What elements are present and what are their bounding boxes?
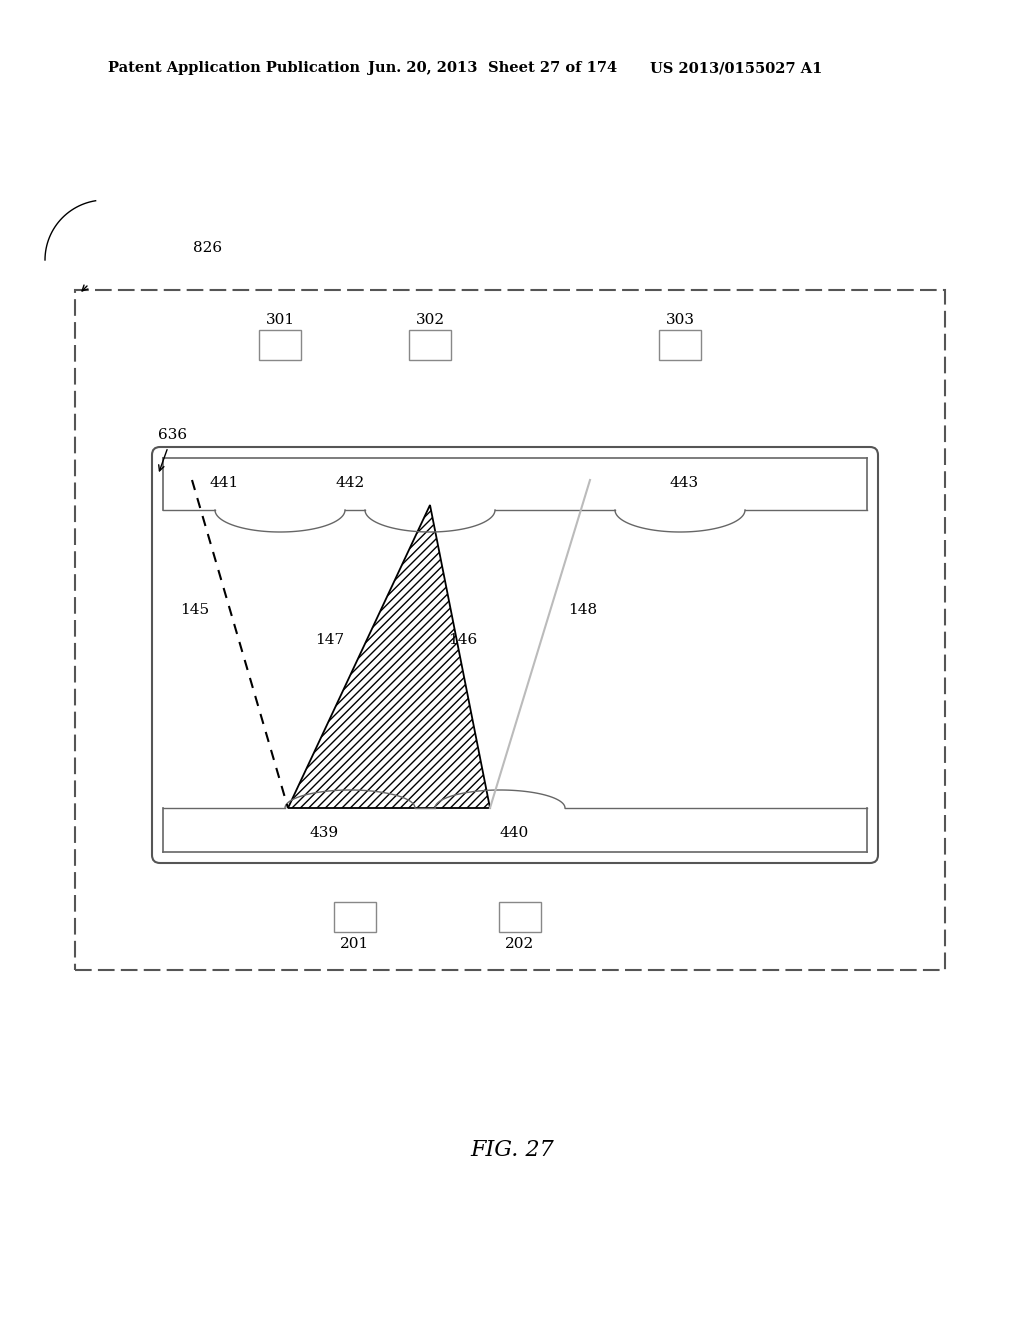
Bar: [499, 902, 541, 932]
Bar: [334, 902, 376, 932]
Bar: [659, 330, 701, 360]
Text: 440: 440: [500, 826, 529, 840]
Text: FIG. 27: FIG. 27: [470, 1139, 554, 1162]
Text: 148: 148: [568, 603, 597, 616]
Text: Jun. 20, 2013: Jun. 20, 2013: [368, 61, 477, 75]
Text: 145: 145: [180, 603, 209, 616]
Text: 302: 302: [416, 313, 444, 327]
Text: 441: 441: [210, 477, 240, 490]
Text: 443: 443: [670, 477, 699, 490]
Text: Sheet 27 of 174: Sheet 27 of 174: [488, 61, 617, 75]
Text: 147: 147: [315, 634, 344, 647]
Text: 303: 303: [666, 313, 694, 327]
Text: 202: 202: [506, 937, 535, 950]
Bar: [75, 290, 945, 970]
Text: 442: 442: [336, 477, 365, 490]
Text: 636: 636: [158, 428, 187, 442]
Text: 826: 826: [193, 242, 222, 255]
Text: 439: 439: [310, 826, 339, 840]
Text: US 2013/0155027 A1: US 2013/0155027 A1: [650, 61, 822, 75]
Text: 146: 146: [449, 634, 477, 647]
Bar: [409, 330, 451, 360]
Bar: [259, 330, 301, 360]
Text: Patent Application Publication: Patent Application Publication: [108, 61, 360, 75]
Polygon shape: [288, 506, 490, 808]
Text: 301: 301: [265, 313, 295, 327]
Text: 201: 201: [340, 937, 370, 950]
